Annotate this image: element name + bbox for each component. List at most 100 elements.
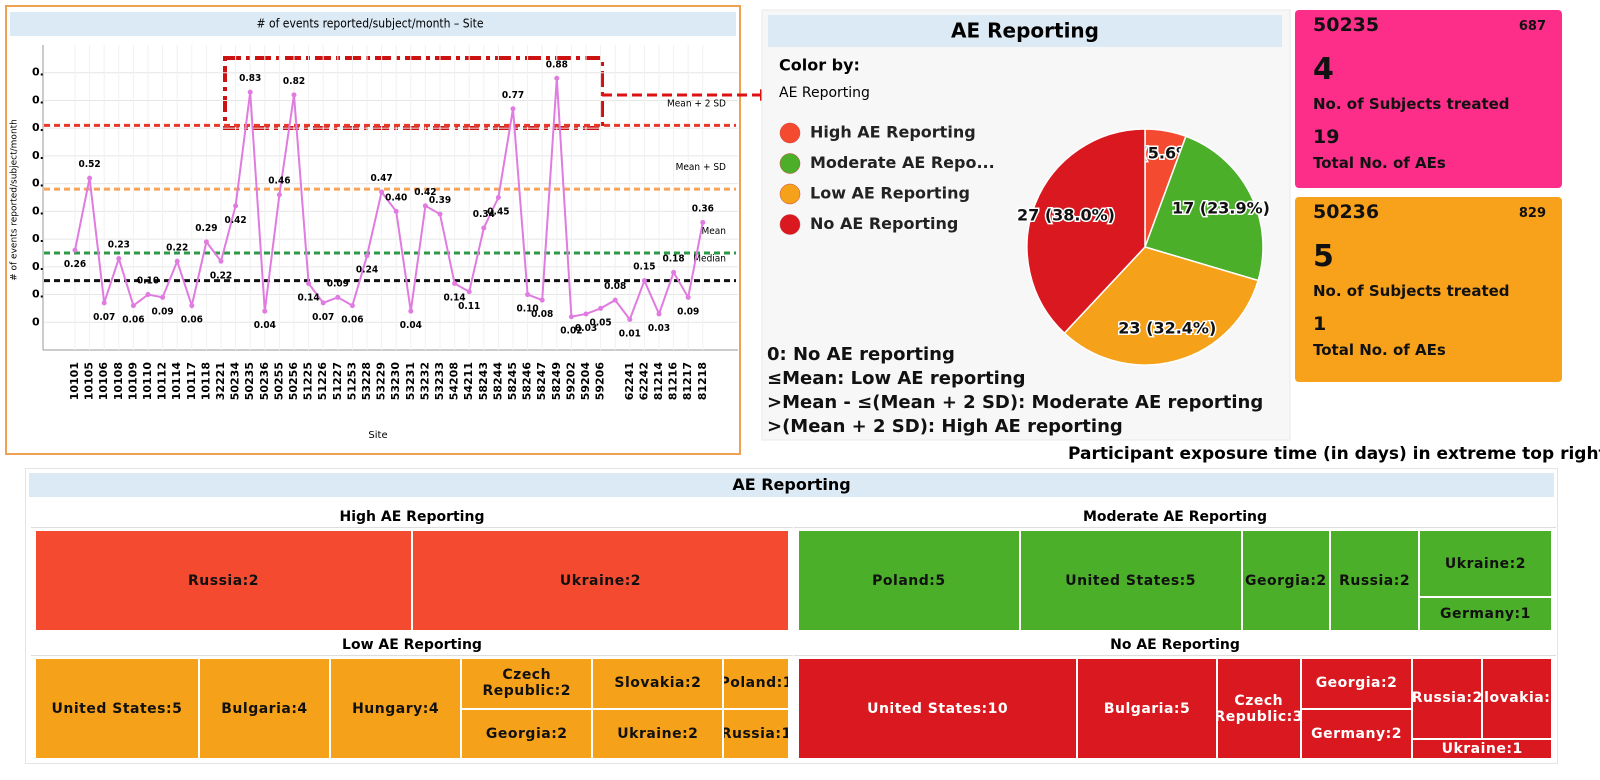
data-label: 0.09 — [151, 306, 173, 317]
slice-label: 27 (38.0%) — [1017, 205, 1115, 224]
x-tick-label: 53232 — [418, 362, 431, 400]
x-tick-label: 81214 — [652, 362, 665, 401]
data-label: 0.02 — [560, 326, 582, 337]
x-tick-label: 58246 — [521, 362, 534, 401]
data-label: 0.03 — [575, 323, 597, 334]
reference-label: Mean — [701, 226, 726, 237]
series-line — [74, 78, 704, 322]
y-tick-label: 0. — [32, 288, 44, 301]
legend-swatch — [779, 153, 801, 174]
x-tick-label: 81218 — [696, 362, 709, 400]
data-label: 0.10 — [137, 276, 159, 287]
y-tick-label: 0. — [32, 149, 44, 162]
treemap-cell: Bulgaria:4 — [198, 658, 331, 759]
data-point — [72, 247, 78, 253]
x-tick-label: 81216 — [667, 362, 680, 401]
data-point — [510, 106, 516, 112]
data-point — [87, 175, 93, 181]
site-card: 50236 829 5 No. of Subjects treated 1 Total N… — [1295, 197, 1562, 382]
data-label: 0.04 — [400, 320, 422, 331]
x-tick-label: 51227 — [331, 362, 344, 400]
y-axis-label: # of events reported/subject/month — [10, 119, 20, 281]
x-tick-label: 58249 — [550, 362, 563, 400]
treemap-cell: Russia:2 — [1412, 658, 1483, 739]
line-title-bar — [10, 12, 736, 36]
treemap-cell: Ukraine:2 — [412, 530, 789, 631]
treemap-cell: Georgia:2 — [461, 708, 593, 759]
y-tick-label: 0. — [32, 93, 44, 106]
treemap-cell: Czech Republic:3 — [1216, 658, 1301, 759]
treemap-cell: Czech Republic:2 — [461, 658, 593, 709]
treemap-cell: Germany:2 — [1300, 708, 1413, 759]
data-label: 0.39 — [429, 195, 451, 206]
data-point — [335, 294, 341, 300]
data-point — [437, 211, 443, 217]
data-point — [306, 280, 312, 286]
ae-label: Total No. of AEs — [1313, 341, 1446, 359]
legend-swatch — [779, 214, 801, 235]
reference-label: Mean + 2 SD — [667, 98, 726, 109]
data-point — [671, 269, 677, 275]
pie-slice — [1144, 135, 1264, 282]
data-point — [364, 253, 370, 259]
line-title: # of events reported/subject/month – Sit… — [257, 17, 484, 31]
ae-count: 19 — [1313, 126, 1340, 148]
y-tick-label: 0. — [32, 204, 44, 217]
treemap-title: AE Reporting — [29, 473, 1554, 497]
data-label: 0.07 — [312, 312, 334, 323]
treemap-cell: Russia:1 — [723, 708, 789, 759]
data-label: 0.29 — [195, 223, 217, 234]
x-tick-label: 81217 — [681, 362, 694, 400]
data-label: 0.77 — [502, 90, 524, 101]
x-tick-label: 51225 — [302, 362, 315, 400]
data-point — [101, 300, 107, 306]
data-label: 0.18 — [662, 253, 684, 264]
x-tick-label: 62241 — [623, 362, 636, 400]
data-point — [379, 189, 385, 195]
data-label: 0.15 — [633, 262, 655, 273]
data-label: 0.42 — [224, 215, 246, 226]
legend-swatch — [779, 122, 801, 144]
data-label: 0.34 — [473, 209, 495, 220]
site-id: 50236 — [1313, 201, 1380, 223]
treemap-cell: Ukraine:2 — [1418, 530, 1552, 598]
data-point — [349, 303, 355, 309]
x-tick-label: 53228 — [360, 362, 373, 400]
x-tick-label: 59206 — [594, 362, 607, 401]
data-label: 0.11 — [458, 301, 480, 312]
treemap-cell: Russia:2 — [1330, 530, 1419, 631]
rule-text: ≤Mean: Low AE reporting — [767, 368, 1026, 389]
treemap-cell: Bulgaria:5 — [1077, 658, 1217, 759]
rule-text: >(Mean + 2 SD): High AE reporting — [767, 416, 1123, 437]
caption: Participant exposure time (in days) in e… — [1068, 444, 1600, 464]
data-label: 0.05 — [589, 317, 611, 328]
treemap-cell: Slovakia:2 — [1482, 658, 1552, 739]
y-tick-label: 0. — [32, 121, 44, 134]
data-point — [495, 195, 501, 200]
legend-label: No AE Reporting — [810, 214, 958, 233]
data-point — [554, 75, 560, 81]
data-point — [233, 203, 239, 209]
x-tick-label: 51226 — [316, 362, 329, 401]
data-point — [145, 292, 151, 298]
x-tick-label: 10106 — [97, 362, 110, 401]
x-tick-label: 32221 — [214, 362, 227, 400]
data-point — [525, 292, 531, 298]
x-tick-label: 50234 — [229, 362, 242, 401]
x-axis-label: Site — [368, 430, 387, 441]
exposure-days: 829 — [1518, 206, 1546, 221]
legend-label: Low AE Reporting — [810, 184, 970, 203]
data-point — [189, 303, 195, 309]
data-point — [466, 289, 472, 295]
x-tick-label: 10110 — [141, 362, 154, 401]
x-tick-label: 58245 — [506, 362, 519, 400]
x-tick-label: 10101 — [68, 362, 81, 400]
group-header: No AE Reporting — [794, 635, 1556, 656]
data-point — [656, 311, 662, 317]
x-tick-label: 59204 — [579, 362, 592, 401]
treemap-cell: Ukraine:2 — [592, 708, 724, 759]
data-point — [130, 303, 136, 309]
data-point — [598, 305, 604, 311]
data-label: 0.07 — [93, 312, 115, 323]
